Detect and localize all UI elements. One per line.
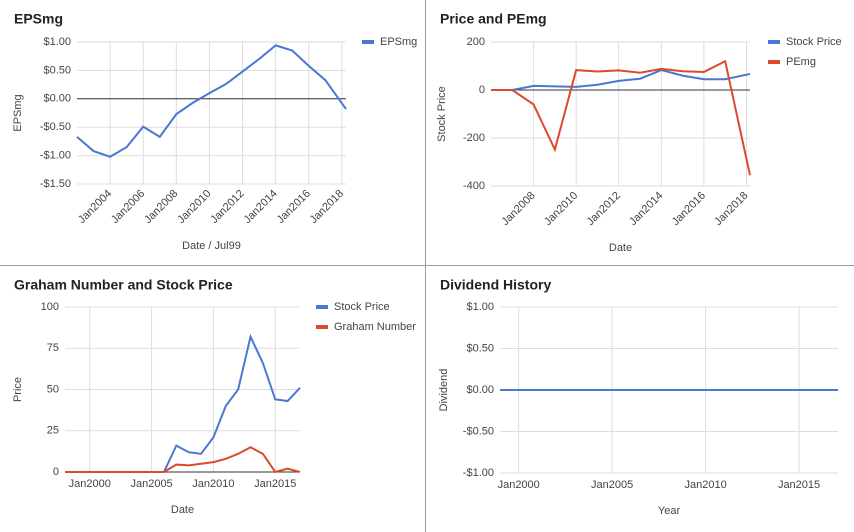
y-tick-label: -$1.00 [463, 467, 494, 479]
y-axis-title: EPSmg [12, 94, 24, 131]
y-tick-label: 100 [41, 301, 59, 313]
chart-title: Dividend History [440, 277, 551, 293]
y-tick-label: $1.00 [43, 36, 71, 48]
y-tick-label: 0 [53, 466, 59, 478]
y-axis-title: Price [12, 377, 24, 402]
x-tick-label: Jan2005 [130, 478, 172, 490]
data-line [491, 69, 751, 91]
y-tick-label: -$0.50 [463, 425, 494, 437]
x-axis-title: Date [609, 242, 632, 254]
chart-title: Graham Number and Stock Price [14, 277, 233, 293]
y-tick-label: $1.00 [466, 301, 494, 313]
y-tick-label: -$1.50 [40, 178, 71, 190]
y-tick-label: 0 [479, 84, 485, 96]
y-tick-label: -200 [463, 132, 485, 144]
legend-label: EPSmg [380, 36, 417, 48]
x-tick-label: Jan2015 [254, 478, 296, 490]
legend-swatch [316, 325, 328, 329]
y-tick-label: $0.00 [466, 384, 494, 396]
legend-label: Graham Number [334, 321, 416, 333]
data-line [491, 59, 751, 176]
data-line [76, 44, 347, 158]
y-tick-label: 50 [47, 383, 59, 395]
y-tick-label: $0.50 [466, 342, 494, 354]
x-axis-title: Year [658, 505, 681, 517]
y-axis-title: Stock Price [436, 86, 448, 142]
y-tick-label: 25 [47, 425, 59, 437]
x-tick-label: Jan2015 [778, 479, 820, 491]
y-tick-label: -400 [463, 180, 485, 192]
y-tick-label: $0.00 [43, 93, 71, 105]
x-tick-label: Jan2000 [498, 479, 540, 491]
legend-swatch [362, 40, 374, 44]
y-tick-label: $0.50 [43, 64, 71, 76]
x-tick-label: Jan2010 [192, 478, 234, 490]
x-axis-title: Date / Jul99 [182, 240, 241, 252]
legend-swatch [768, 60, 780, 64]
x-tick-label: Jan2005 [591, 479, 633, 491]
legend-label: Stock Price [786, 36, 842, 48]
y-tick-label: 75 [47, 342, 59, 354]
y-tick-label: -$1.00 [40, 150, 71, 162]
chart-title: Price and PEmg [440, 11, 547, 27]
chart-title: EPSmg [14, 11, 63, 27]
legend-swatch [316, 305, 328, 309]
x-tick-label: Jan2010 [684, 479, 726, 491]
x-tick-label: Jan2000 [69, 478, 111, 490]
x-axis-title: Date [171, 504, 194, 516]
y-tick-label: -$0.50 [40, 121, 71, 133]
legend-label: PEmg [786, 56, 816, 68]
y-axis-title: Dividend [438, 369, 450, 412]
legend-label: Stock Price [334, 301, 390, 313]
y-tick-label: 200 [467, 36, 485, 48]
legend-swatch [768, 40, 780, 44]
data-line [65, 446, 301, 474]
